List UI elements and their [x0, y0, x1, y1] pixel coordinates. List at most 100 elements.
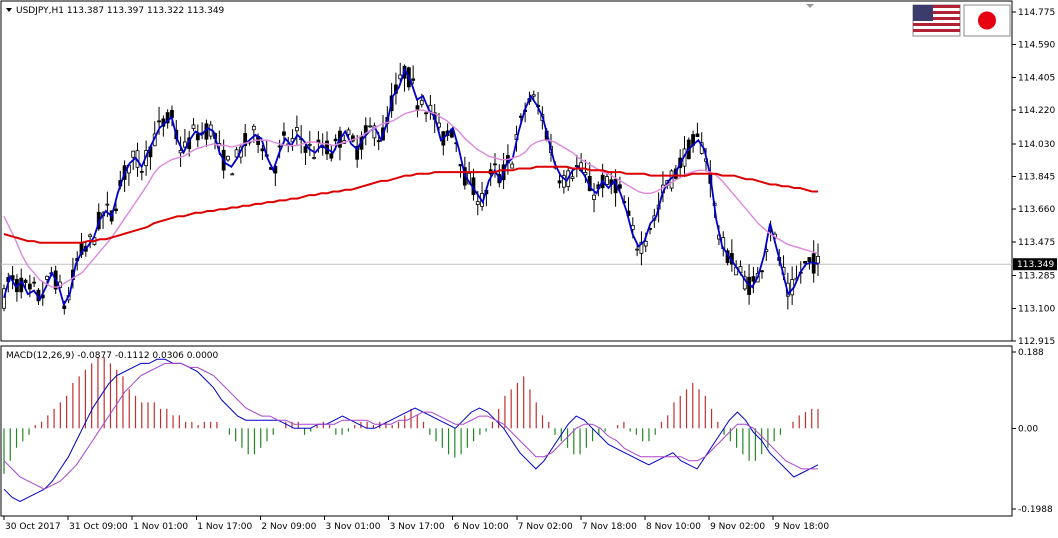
candle-body: [372, 125, 377, 139]
dropdown-triangle-icon[interactable]: [6, 8, 12, 12]
candle-body: [139, 170, 144, 173]
candle-body: [114, 208, 118, 211]
candle-body: [605, 176, 609, 185]
candle-body: [531, 94, 536, 97]
candle-body: [191, 124, 196, 130]
candle-body: [415, 105, 420, 110]
macd-line: [3, 358, 819, 502]
time-tick-label: 1 Nov 17:00: [197, 522, 252, 532]
candle-body: [424, 112, 428, 115]
current-price-badge: [1013, 258, 1057, 271]
candle-body: [419, 100, 424, 105]
candle-body: [816, 256, 820, 264]
time-tick-label: 6 Nov 10:00: [454, 522, 509, 532]
candle-body: [277, 145, 282, 148]
macd-header: MACD(12,26,9) -0.0877 -0.1112 0.0306 0.0…: [6, 351, 219, 361]
time-tick-label: 7 Nov 18:00: [582, 522, 637, 532]
price-axis: 114.775 114.590 114.405 114.220 114.030 113.8…: [1012, 8, 1055, 347]
price-tick-label: 113.475: [1018, 238, 1055, 248]
candle-body: [178, 150, 183, 154]
macd-lines-layer: [3, 358, 819, 502]
candle-body: [557, 180, 562, 184]
price-tick-label: 114.775: [1018, 8, 1055, 18]
candle-body: [643, 240, 648, 247]
time-tick-label: 30 Oct 2017: [5, 522, 61, 532]
candle-body: [475, 201, 480, 205]
candle-body: [411, 78, 416, 81]
candle-body: [182, 141, 187, 148]
candle-body: [2, 288, 6, 309]
time-tick-label: 3 Nov 17:00: [390, 522, 445, 532]
candle-body: [105, 203, 110, 206]
ma-fast-line: [3, 67, 819, 308]
candle-body: [350, 135, 355, 142]
candle-body: [807, 257, 812, 263]
time-tick-label: 3 Nov 01:00: [326, 522, 381, 532]
usa-flag-icon: [912, 4, 961, 37]
candle-body: [346, 129, 351, 135]
price-tick-label: 113.285: [1018, 272, 1055, 282]
symbol-header: USDJPY,H1 113.387 113.397 113.322 113.34…: [16, 6, 225, 16]
price-tick-label: 113.845: [1018, 173, 1055, 183]
time-tick-label: 31 Oct 09:00: [69, 522, 128, 532]
price-tick-label: 113.100: [1018, 304, 1055, 314]
price-tick-label: 112.915: [1018, 337, 1055, 347]
candle-body: [226, 155, 230, 161]
candle-body: [131, 150, 136, 158]
candle-body: [510, 163, 515, 169]
time-axis: 30 Oct 2017 31 Oct 09:00 1 Nov 01:00 1 Nov …: [3, 516, 829, 532]
candle-body: [294, 127, 299, 132]
candle-body: [368, 125, 372, 128]
candle-body: [312, 157, 316, 159]
macd-panel[interactable]: [0, 345, 1013, 517]
candle-body: [32, 281, 37, 284]
candle-body: [230, 173, 235, 176]
candle-body: [592, 194, 596, 200]
candle-body: [157, 120, 161, 123]
candle-body: [19, 277, 24, 293]
candle-body: [333, 138, 338, 142]
time-tick-label: 8 Nov 10:00: [646, 522, 701, 532]
candle-body: [695, 133, 700, 138]
candle-body: [303, 146, 308, 153]
candle-body: [329, 153, 334, 159]
time-tick-label: 1 Nov 01:00: [133, 522, 188, 532]
candle-body: [195, 133, 200, 141]
candle-body: [493, 163, 497, 166]
candle-body: [635, 248, 640, 251]
signal-line: [3, 362, 818, 490]
time-tick-label: 7 Nov 02:00: [518, 522, 573, 532]
candle-body: [617, 184, 622, 189]
candle-body: [251, 125, 256, 131]
shift-marker-icon[interactable]: [806, 4, 814, 8]
time-tick-label: 9 Nov 18:00: [774, 522, 829, 532]
candle-body: [234, 149, 239, 158]
candle-body: [260, 148, 265, 152]
candle-body: [23, 279, 28, 284]
japan-flag-icon: [963, 4, 1011, 37]
candle-body: [282, 131, 286, 136]
candle-body: [376, 140, 381, 143]
price-tick-label: 114.030: [1018, 140, 1055, 150]
candle-body: [88, 234, 93, 238]
candle-body: [27, 283, 32, 290]
time-tick-label: 9 Nov 02:00: [710, 522, 765, 532]
candle-body: [639, 241, 644, 254]
macd-tick-label: 0.00: [1018, 424, 1038, 434]
candle-body: [45, 275, 49, 280]
price-tick-label: 114.220: [1018, 106, 1055, 116]
candle-body: [760, 270, 764, 273]
candle-body: [355, 145, 360, 160]
current-price-label: 113.349: [1017, 260, 1054, 270]
candle-body: [570, 176, 575, 179]
candle-body: [307, 143, 312, 146]
candle-body: [243, 133, 248, 147]
candle-body: [62, 305, 67, 309]
candle-body: [803, 260, 807, 264]
price-tick-label: 113.660: [1018, 205, 1055, 215]
time-tick-label: 2 Nov 09:00: [261, 522, 316, 532]
macd-tick-label: 0.188: [1018, 348, 1044, 358]
price-tick-label: 114.590: [1018, 41, 1055, 51]
candle-body: [751, 276, 756, 282]
